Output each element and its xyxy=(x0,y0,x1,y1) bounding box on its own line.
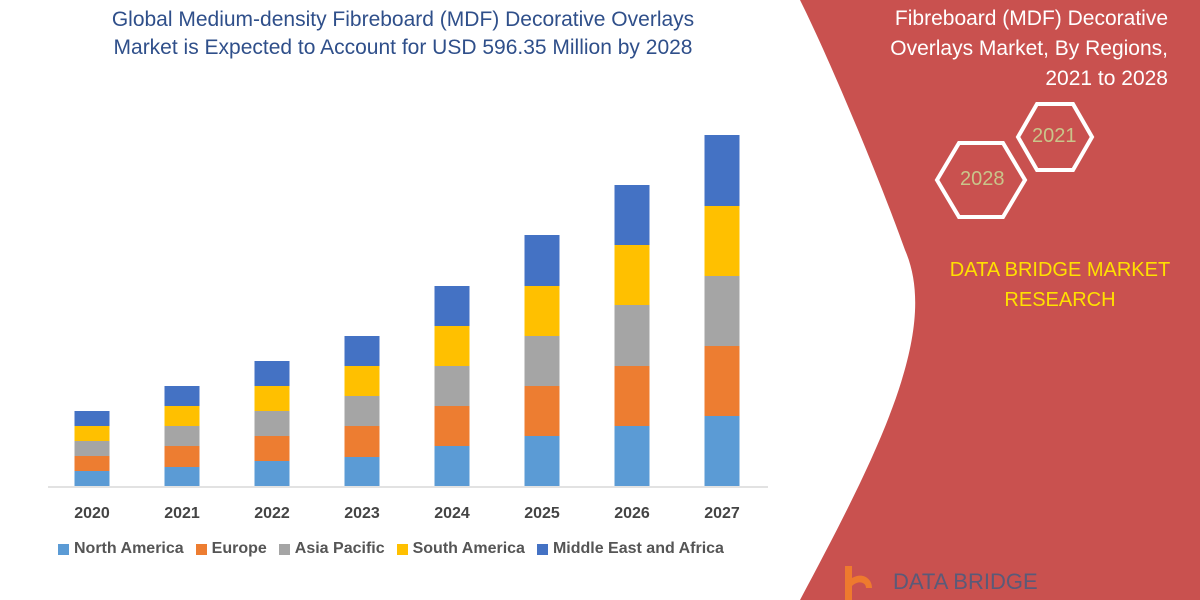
bar-segment-2022-north-america xyxy=(254,461,290,486)
side-panel-title: Fibreboard (MDF) Decorative Overlays Mar… xyxy=(808,4,1168,94)
bar-segment-2022-south-america xyxy=(254,386,290,411)
x-tick-label: 2022 xyxy=(254,505,290,522)
hex-label-2028: 2028 xyxy=(960,168,1005,190)
bar-segment-2025-europe xyxy=(524,386,560,436)
bar-segment-2027-north-america xyxy=(704,416,740,486)
bar-segment-2024-europe xyxy=(434,406,470,446)
bar-segment-2025-asia-pacific xyxy=(524,336,560,386)
hexagon-2021 xyxy=(1015,102,1095,172)
bar-segment-2027-europe xyxy=(704,346,740,416)
legend-swatch xyxy=(58,543,69,555)
bar-segment-2026-asia-pacific xyxy=(614,305,650,366)
bar-segment-2024-south-america xyxy=(434,326,470,366)
bars xyxy=(74,135,740,486)
brand-line-2: RESEARCH xyxy=(1004,289,1116,311)
bar-segment-2020-asia-pacific xyxy=(74,441,110,456)
hex-label-2021: 2021 xyxy=(1032,125,1077,147)
bar-segment-2024-middle-east-and-africa xyxy=(434,286,470,326)
brand-line-1: DATA BRIDGE MARKET xyxy=(949,259,1171,281)
x-tick-label: 2021 xyxy=(164,505,200,522)
bar-segment-2020-south-america xyxy=(74,426,110,441)
logo-text: DATA BRIDGE xyxy=(893,569,1038,594)
x-tick-labels: 2020 2021 2022 2023 2024 2025 2026 2027 xyxy=(74,505,740,522)
title-line-2: Market is Expected to Account for USD 59… xyxy=(113,36,693,59)
bar-segment-2023-north-america xyxy=(344,457,380,486)
bar-segment-2022-asia-pacific xyxy=(254,411,290,436)
legend-item: South America xyxy=(396,540,525,558)
hexagon-2028 xyxy=(934,141,1028,219)
bar-segment-2020-north-america xyxy=(74,471,110,486)
legend-label: Asia Pacific xyxy=(294,540,385,557)
brand-text: DATA BRIDGE MARKET RESEARCH xyxy=(920,255,1200,315)
bar-segment-2023-asia-pacific xyxy=(344,396,380,426)
side-title-line-1: Fibreboard (MDF) Decorative xyxy=(894,7,1168,30)
x-tick-label: 2024 xyxy=(434,505,470,522)
legend-item: Europe xyxy=(195,540,267,558)
title-line-1: Global Medium-density Fibreboard (MDF) D… xyxy=(111,8,695,31)
bar-segment-2021-europe xyxy=(164,446,200,467)
bar-segment-2025-south-america xyxy=(524,286,560,336)
bar-segment-2026-south-america xyxy=(614,245,650,305)
legend-item: Middle East and Africa xyxy=(536,540,724,558)
logo-icon xyxy=(845,566,872,600)
bar-segment-2027-asia-pacific xyxy=(704,276,740,346)
bar-segment-2026-europe xyxy=(614,366,650,426)
bar-segment-2021-south-america xyxy=(164,406,200,426)
bar-segment-2023-middle-east-and-africa xyxy=(344,336,380,366)
bar-segment-2023-south-america xyxy=(344,366,380,396)
side-panel xyxy=(800,0,1200,600)
bar-segment-2021-asia-pacific xyxy=(164,426,200,446)
bar-segment-2025-middle-east-and-africa xyxy=(524,235,560,286)
bar-segment-2026-middle-east-and-africa xyxy=(614,185,650,245)
legend-item: North America xyxy=(58,540,184,558)
bar-segment-2027-middle-east-and-africa xyxy=(704,135,740,206)
legend-swatch xyxy=(536,543,548,555)
legend-label: South America xyxy=(412,540,525,557)
bar-segment-2027-south-america xyxy=(704,206,740,276)
side-title-line-3: 2021 to 2028 xyxy=(1045,67,1168,90)
bar-segment-2021-middle-east-and-africa xyxy=(164,386,200,406)
x-tick-label: 2025 xyxy=(524,505,560,522)
legend-swatch xyxy=(396,543,408,555)
side-title-line-2: Overlays Market, By Regions, xyxy=(890,37,1168,60)
bar-segment-2025-north-america xyxy=(524,436,560,486)
chart-title: Global Medium-density Fibreboard (MDF) D… xyxy=(40,6,766,62)
x-tick-label: 2020 xyxy=(74,505,110,522)
legend-label: North America xyxy=(74,540,184,557)
legend-label: Middle East and Africa xyxy=(552,540,724,557)
bar-segment-2021-north-america xyxy=(164,467,200,486)
bar-segment-2024-asia-pacific xyxy=(434,366,470,406)
legend-swatch xyxy=(278,543,290,555)
bar-segment-2022-europe xyxy=(254,436,290,461)
bar-segment-2020-middle-east-and-africa xyxy=(74,411,110,426)
legend-label: Europe xyxy=(211,540,267,557)
x-tick-label: 2023 xyxy=(344,505,380,522)
legend-swatch xyxy=(195,543,207,555)
legend-item: Asia Pacific xyxy=(278,540,385,558)
bar-segment-2023-europe xyxy=(344,426,380,457)
legend: North America Europe Asia Pacific South … xyxy=(58,540,724,558)
x-tick-label: 2026 xyxy=(614,505,650,522)
bar-segment-2024-north-america xyxy=(434,446,470,486)
bar-segment-2020-europe xyxy=(74,456,110,471)
bar-segment-2026-north-america xyxy=(614,426,650,486)
bar-segment-2022-middle-east-and-africa xyxy=(254,361,290,386)
x-tick-label: 2027 xyxy=(704,505,740,522)
